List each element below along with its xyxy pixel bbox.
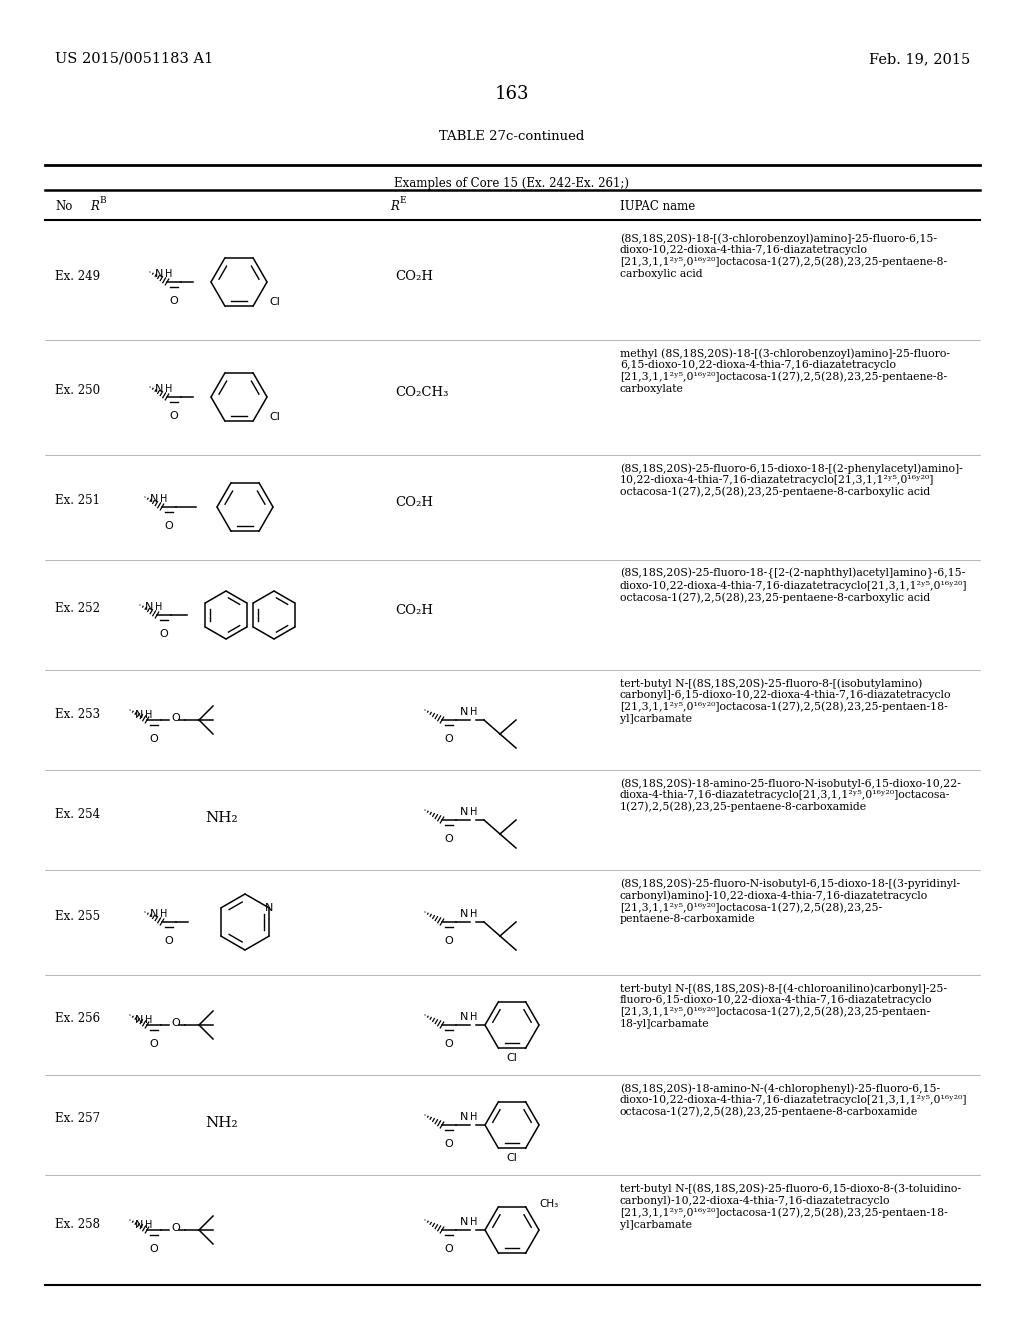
Text: N: N [134, 1220, 143, 1230]
Text: R: R [390, 201, 399, 213]
Text: tert-butyl N-[(8S,18S,20S)-25-fluoro-8-[(isobutylamino)
carbonyl]-6,15-dioxo-10,: tert-butyl N-[(8S,18S,20S)-25-fluoro-8-[… [620, 678, 951, 725]
Text: N: N [265, 903, 273, 913]
Text: (8S,18S,20S)-18-amino-N-(4-chlorophenyl)-25-fluoro-6,15-
dioxo-10,22-dioxa-4-thi: (8S,18S,20S)-18-amino-N-(4-chlorophenyl)… [620, 1082, 968, 1118]
Text: N: N [150, 909, 158, 919]
Text: CH₃: CH₃ [539, 1199, 558, 1209]
Text: Ex. 255: Ex. 255 [55, 909, 100, 923]
Text: TABLE 27c-continued: TABLE 27c-continued [439, 129, 585, 143]
Text: O: O [444, 1139, 454, 1148]
Text: Ex. 258: Ex. 258 [55, 1217, 100, 1230]
Text: Ex. 250: Ex. 250 [55, 384, 100, 397]
Text: O: O [165, 521, 173, 531]
Text: O: O [165, 936, 173, 946]
Text: N: N [155, 269, 163, 279]
Text: Ex. 252: Ex. 252 [55, 602, 100, 615]
Text: H: H [145, 710, 153, 719]
Text: R: R [90, 201, 99, 213]
Text: N: N [460, 1012, 468, 1022]
Text: Ex. 251: Ex. 251 [55, 495, 100, 507]
Text: O: O [444, 834, 454, 843]
Text: N: N [134, 710, 143, 719]
Text: tert-butyl N-[(8S,18S,20S)-25-fluoro-6,15-dioxo-8-(3-toluidino-
carbonyl)-10,22-: tert-butyl N-[(8S,18S,20S)-25-fluoro-6,1… [620, 1183, 961, 1230]
Text: H: H [470, 909, 477, 919]
Text: CO₂CH₃: CO₂CH₃ [395, 385, 449, 399]
Text: H: H [470, 1111, 477, 1122]
Text: Feb. 19, 2015: Feb. 19, 2015 [868, 51, 970, 66]
Text: O: O [160, 630, 168, 639]
Text: Cl: Cl [507, 1053, 517, 1063]
Text: Cl: Cl [507, 1152, 517, 1163]
Text: N: N [460, 909, 468, 919]
Text: tert-butyl N-[(8S,18S,20S)-8-[(4-chloroanilino)carbonyl]-25-
fluoro-6,15-dioxo-1: tert-butyl N-[(8S,18S,20S)-8-[(4-chloroa… [620, 983, 947, 1030]
Text: O: O [444, 936, 454, 946]
Text: H: H [470, 1217, 477, 1228]
Text: CO₂H: CO₂H [395, 271, 433, 284]
Text: O: O [170, 296, 178, 306]
Text: O: O [150, 1039, 159, 1049]
Text: Examples of Core 15 (Ex. 242-Ex. 261;): Examples of Core 15 (Ex. 242-Ex. 261;) [394, 177, 630, 190]
Text: O: O [444, 1243, 454, 1254]
Text: B: B [99, 195, 105, 205]
Text: CO₂H: CO₂H [395, 495, 433, 508]
Text: Ex. 253: Ex. 253 [55, 708, 100, 721]
Text: H: H [155, 602, 163, 612]
Text: N: N [460, 807, 468, 817]
Text: (8S,18S,20S)-25-fluoro-18-{[2-(2-naphthyl)acetyl]amino}-6,15-
dioxo-10,22-dioxa-: (8S,18S,20S)-25-fluoro-18-{[2-(2-naphthy… [620, 568, 968, 603]
Text: H: H [470, 807, 477, 817]
Text: H: H [145, 1015, 153, 1026]
Text: N: N [460, 1217, 468, 1228]
Text: N: N [144, 602, 153, 612]
Text: IUPAC name: IUPAC name [620, 201, 695, 213]
Text: Ex. 254: Ex. 254 [55, 808, 100, 821]
Text: H: H [145, 1220, 153, 1230]
Text: H: H [470, 708, 477, 717]
Text: O: O [170, 411, 178, 421]
Text: NH₂: NH₂ [205, 1115, 238, 1130]
Text: H: H [160, 909, 167, 919]
Text: 163: 163 [495, 84, 529, 103]
Text: (8S,18S,20S)-25-fluoro-6,15-dioxo-18-[(2-phenylacetyl)amino]-
10,22-dioxa-4-thia: (8S,18S,20S)-25-fluoro-6,15-dioxo-18-[(2… [620, 463, 963, 498]
Text: O: O [444, 734, 454, 744]
Text: Ex. 249: Ex. 249 [55, 269, 100, 282]
Text: (8S,18S,20S)-18-amino-25-fluoro-N-isobutyl-6,15-dioxo-10,22-
dioxa-4-thia-7,16-d: (8S,18S,20S)-18-amino-25-fluoro-N-isobut… [620, 777, 961, 812]
Text: O: O [444, 1039, 454, 1049]
Text: No: No [55, 201, 73, 213]
Text: Cl: Cl [269, 412, 280, 422]
Text: (8S,18S,20S)-18-[(3-chlorobenzoyl)amino]-25-fluoro-6,15-
dioxo-10,22-dioxa-4-thi: (8S,18S,20S)-18-[(3-chlorobenzoyl)amino]… [620, 234, 947, 279]
Text: H: H [165, 269, 172, 279]
Text: E: E [399, 195, 406, 205]
Text: H: H [165, 384, 172, 393]
Text: O: O [150, 1243, 159, 1254]
Text: N: N [155, 384, 163, 393]
Text: N: N [460, 708, 468, 717]
Text: methyl (8S,18S,20S)-18-[(3-chlorobenzoyl)amino]-25-fluoro-
6,15-dioxo-10,22-diox: methyl (8S,18S,20S)-18-[(3-chlorobenzoyl… [620, 348, 950, 395]
Text: O: O [150, 734, 159, 744]
Text: US 2015/0051183 A1: US 2015/0051183 A1 [55, 51, 213, 66]
Text: Cl: Cl [269, 297, 280, 308]
Text: Ex. 256: Ex. 256 [55, 1012, 100, 1026]
Text: N: N [150, 494, 158, 504]
Text: H: H [160, 494, 167, 504]
Text: O: O [171, 1018, 180, 1028]
Text: NH₂: NH₂ [205, 810, 238, 825]
Text: N: N [134, 1015, 143, 1026]
Text: (8S,18S,20S)-25-fluoro-N-isobutyl-6,15-dioxo-18-[(3-pyridinyl-
carbonyl)amino]-1: (8S,18S,20S)-25-fluoro-N-isobutyl-6,15-d… [620, 878, 961, 924]
Text: O: O [171, 713, 180, 723]
Text: N: N [460, 1111, 468, 1122]
Text: CO₂H: CO₂H [395, 603, 433, 616]
Text: O: O [171, 1224, 180, 1233]
Text: Ex. 257: Ex. 257 [55, 1113, 100, 1126]
Text: H: H [470, 1012, 477, 1022]
